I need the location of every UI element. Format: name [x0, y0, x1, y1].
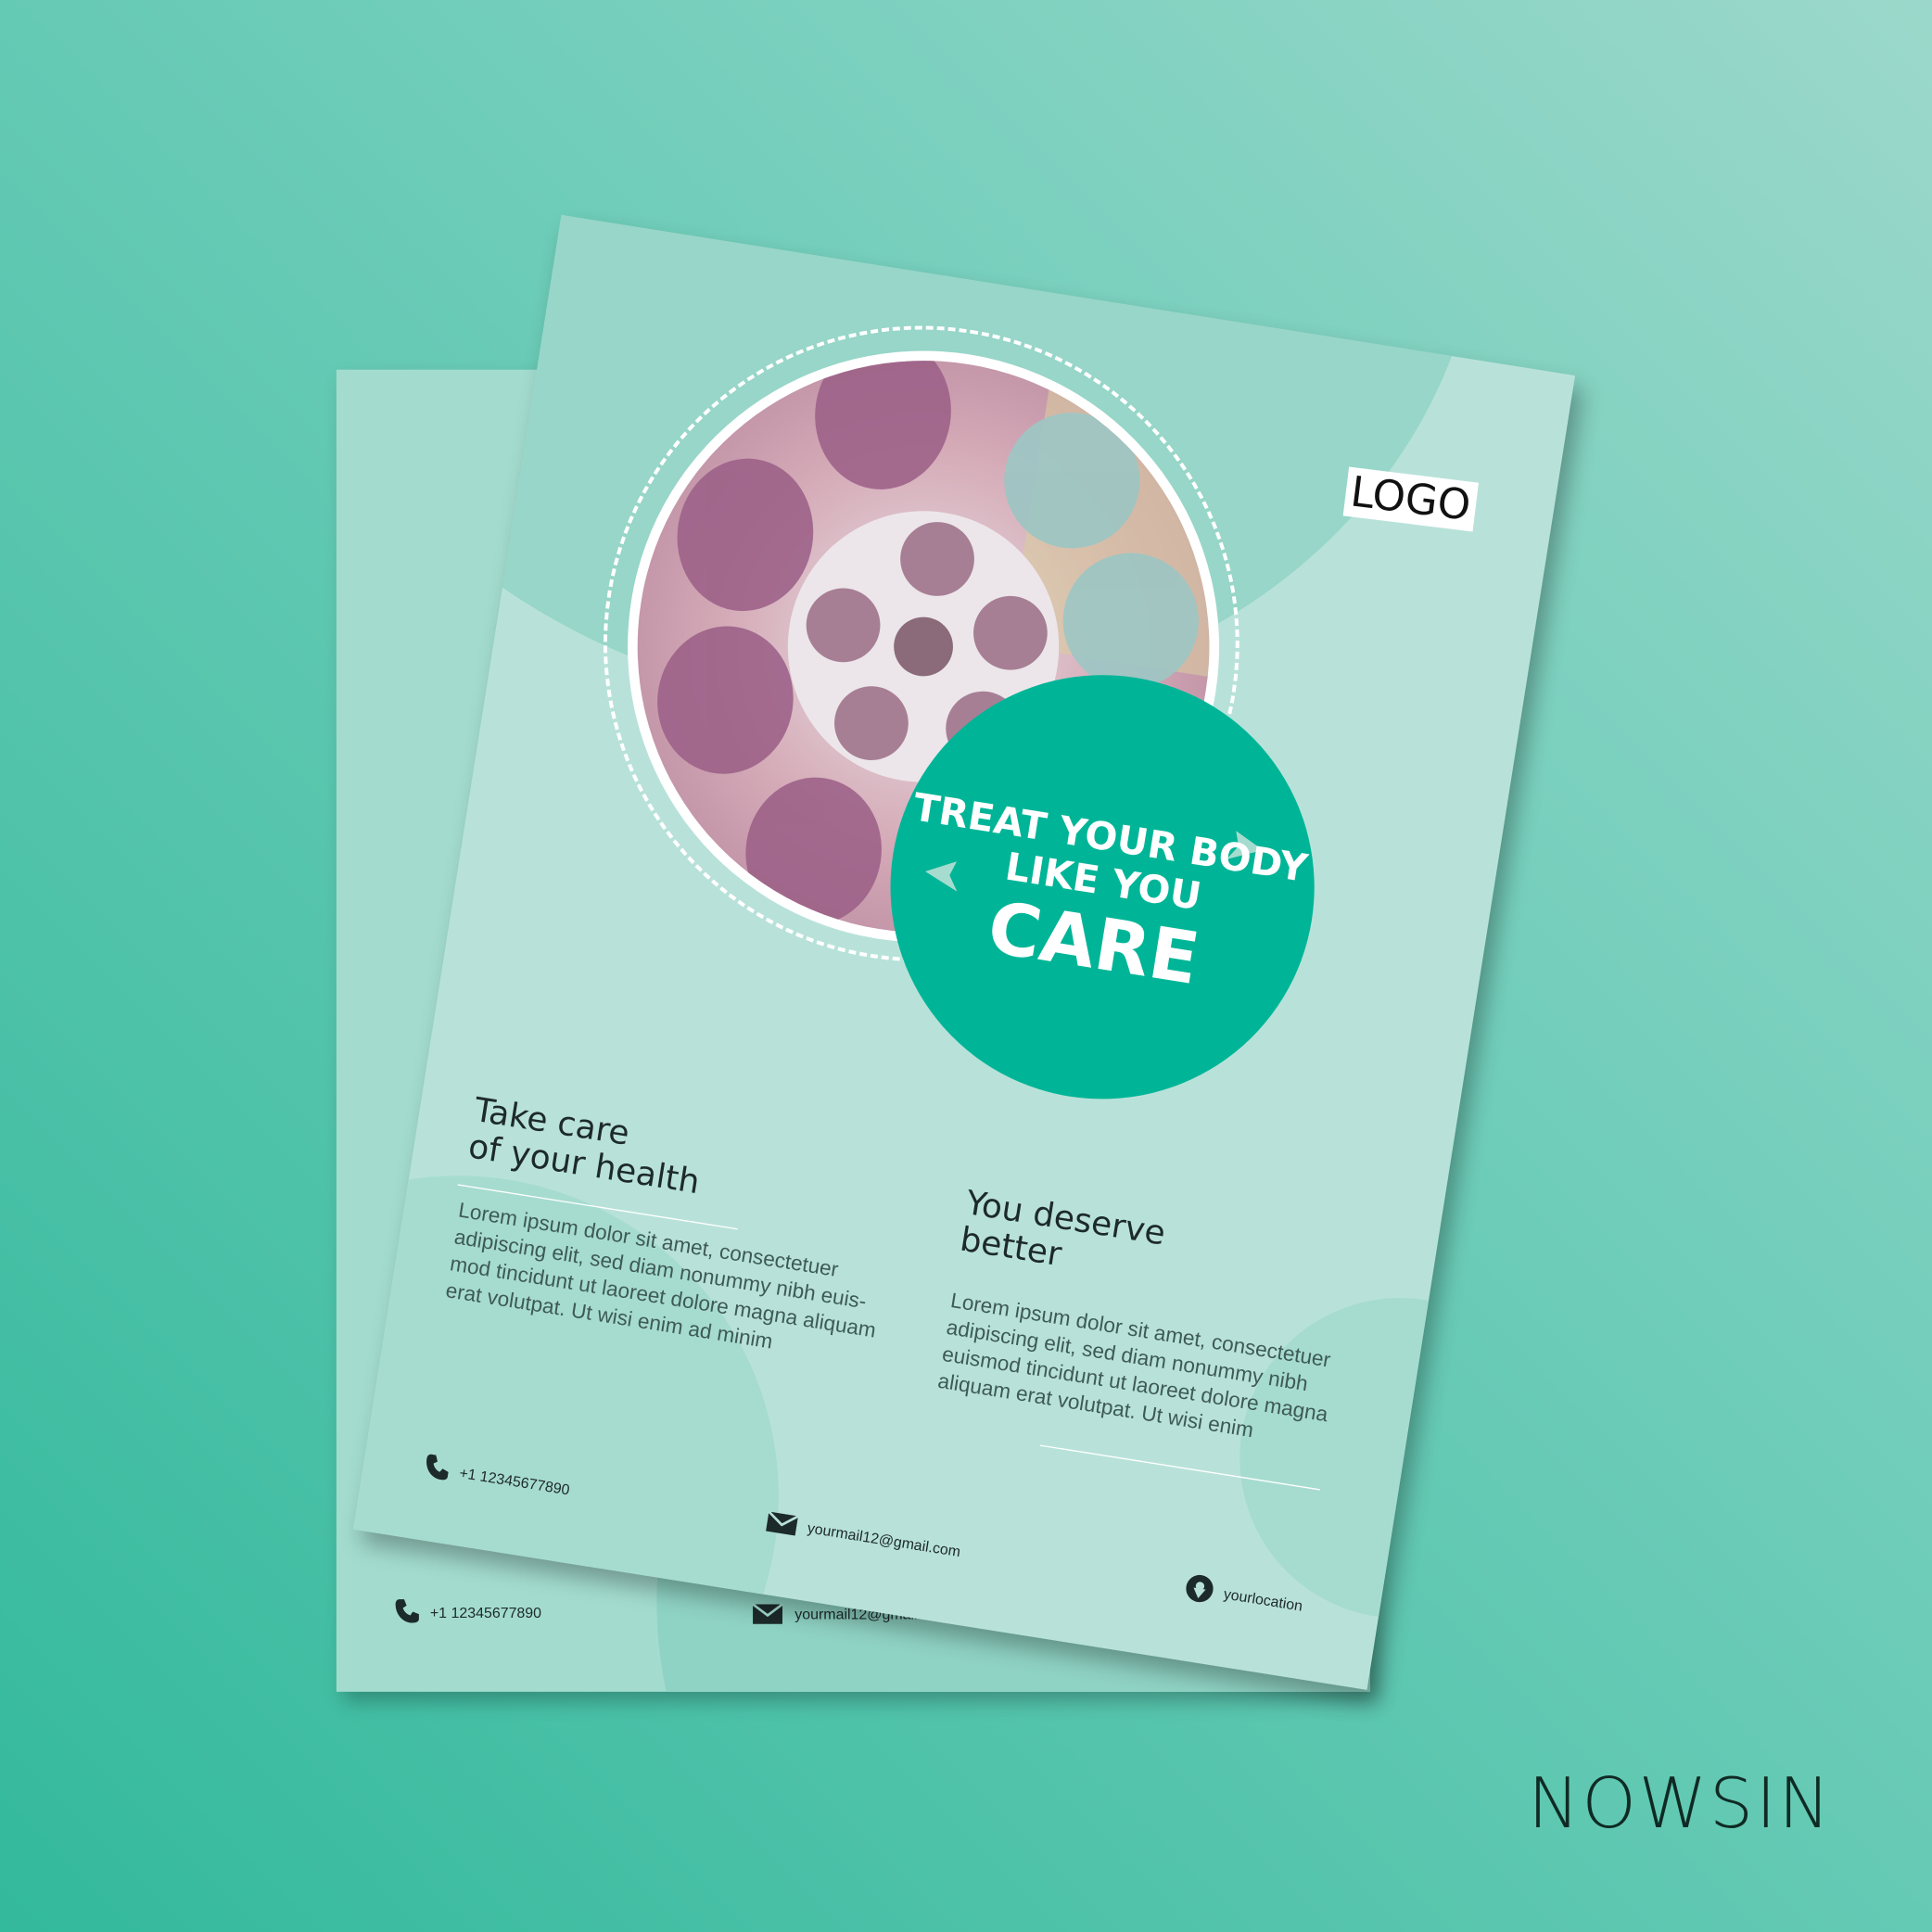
- front-location: yourlocation: [1222, 1584, 1304, 1615]
- front-email: yourmail12@gmail.com: [806, 1519, 962, 1561]
- phone-icon: [395, 1599, 419, 1623]
- logo: LOGO: [1342, 466, 1479, 532]
- right-title: You deserve better: [958, 1184, 1168, 1290]
- location-icon: [1186, 1574, 1214, 1603]
- email-icon: [766, 1510, 799, 1536]
- decor-circle: [1216, 1275, 1576, 1642]
- chevrons: [925, 831, 1264, 892]
- right-body: Lorem ipsum dolor sit amet, consectetuer…: [935, 1289, 1332, 1443]
- front-flyer: LOGO TREAT YOUR BODY LIKE YOU CARE Take …: [352, 214, 1576, 1690]
- email-icon: [752, 1603, 783, 1624]
- back-phone: +1 12345677890: [429, 1604, 542, 1622]
- phone-icon: [426, 1454, 449, 1481]
- watermark: NOWSIN: [1528, 1764, 1833, 1845]
